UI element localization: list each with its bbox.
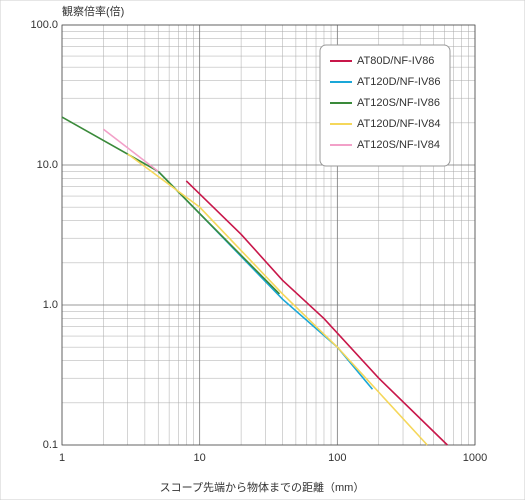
legend-label: AT120S/NF-IV84 xyxy=(357,139,440,151)
y-tick-label: 1.0 xyxy=(43,299,58,311)
plot-border xyxy=(61,24,476,446)
x-tick-label: 100 xyxy=(328,452,346,464)
legend-label: AT120S/NF-IV86 xyxy=(357,97,440,109)
legend-label: AT120D/NF-IV86 xyxy=(357,76,441,88)
series-line xyxy=(102,128,159,173)
y-tick-label: 10.0 xyxy=(37,159,58,171)
y-tick-label: 0.1 xyxy=(43,439,58,451)
series-line xyxy=(185,180,448,446)
legend-label: AT120D/NF-IV84 xyxy=(357,118,441,130)
legend-label: AT80D/NF-IV86 xyxy=(357,55,434,67)
y-tick-label: 100.0 xyxy=(30,19,58,31)
legend: AT80D/NF-IV86 AT120D/NF-IV86 AT120S/NF-IV8… xyxy=(319,44,451,167)
legend-box xyxy=(319,44,451,167)
series-line xyxy=(127,153,428,446)
x-tick-label: 1000 xyxy=(463,452,487,464)
x-tick-label: 1 xyxy=(59,452,65,464)
chart-title: 観察倍率(倍) xyxy=(62,4,124,18)
x-tick-label: 10 xyxy=(194,452,206,464)
x-axis-label: スコープ先端から物体までの距離（mm） xyxy=(160,480,365,494)
